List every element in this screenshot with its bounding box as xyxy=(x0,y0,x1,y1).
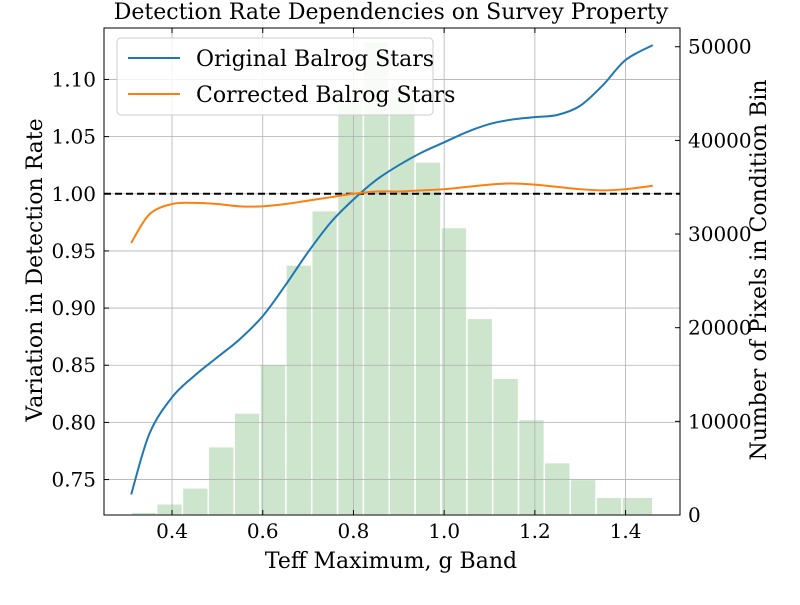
x-tick-label: 1.0 xyxy=(428,519,460,543)
y2-tick-label: 40000 xyxy=(688,128,752,152)
histogram-bar xyxy=(155,503,184,516)
histogram-bar xyxy=(569,478,597,516)
y2-axis-title: Number of Pixels in Condition Bin xyxy=(747,79,772,460)
plot-frame xyxy=(103,27,681,516)
legend-label-corrected: Corrected Balrog Stars xyxy=(196,83,455,108)
y2-tick-label: 0 xyxy=(688,503,701,527)
histogram-bar xyxy=(233,412,261,516)
histogram-bar xyxy=(336,99,365,516)
y2-tick-label: 50000 xyxy=(688,35,752,59)
y2-tick-label: 10000 xyxy=(688,409,752,433)
x-axis-title: Teff Maximum, g Band xyxy=(265,549,517,574)
histogram-bar xyxy=(259,363,287,516)
histogram-bar xyxy=(285,264,313,516)
x-tick-label: 1.4 xyxy=(610,519,642,543)
histogram-layer xyxy=(130,41,654,516)
y-tick-label: 0.95 xyxy=(51,239,96,263)
x-tick-label: 0.4 xyxy=(156,519,188,543)
series-line-original xyxy=(130,44,654,495)
histogram-bar xyxy=(466,317,494,516)
histogram-bar xyxy=(491,377,520,516)
histogram-bar xyxy=(595,496,623,516)
plot-border xyxy=(103,27,681,516)
y-tick-label: 0.80 xyxy=(51,410,96,434)
y-tick-label: 1.10 xyxy=(51,67,96,91)
x-tick-label: 0.8 xyxy=(338,519,370,543)
y2-tick-label: 30000 xyxy=(688,222,752,246)
histogram-bar xyxy=(440,226,468,516)
y-tick-label: 0.75 xyxy=(51,468,96,492)
y-tick-label: 0.85 xyxy=(51,353,96,377)
tick-layer: 0.4 0.6 0.8 1.0 1.2 1.4 0.75 0.80 0.85 0.90 0.95 1.… xyxy=(51,28,752,543)
legend-box xyxy=(116,37,434,116)
x-tick-label: 0.6 xyxy=(247,519,279,543)
y-axis-title: Variation in Detection Rate xyxy=(23,118,48,422)
histogram-bar xyxy=(543,461,571,516)
histogram-bar xyxy=(517,418,546,516)
histogram-bar xyxy=(310,209,339,516)
x-tick-label: 1.2 xyxy=(519,519,551,543)
histogram-bar xyxy=(388,86,416,516)
series-layer xyxy=(130,44,654,495)
y2-tick-label: 20000 xyxy=(688,316,752,340)
chart-title: Detection Rate Dependencies on Survey Pr… xyxy=(114,0,669,25)
y-tick-label: 1.00 xyxy=(51,182,96,206)
histogram-bar xyxy=(414,161,442,516)
legend: Original Balrog Stars Corrected Balrog S… xyxy=(116,37,455,116)
histogram-bar xyxy=(621,496,654,516)
legend-label-original: Original Balrog Stars xyxy=(196,47,434,72)
histogram-bar xyxy=(207,445,235,516)
y-tick-label: 0.90 xyxy=(51,296,96,320)
histogram-bar xyxy=(181,487,210,516)
y-tick-label: 1.05 xyxy=(51,125,96,149)
series-line-corrected xyxy=(130,182,653,244)
